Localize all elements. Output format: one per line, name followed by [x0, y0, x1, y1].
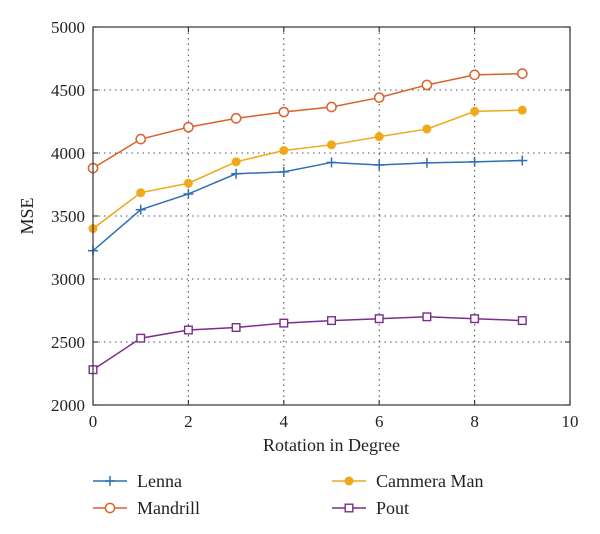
data-point-cammera-man [327, 140, 336, 150]
legend-label: Lenna [137, 471, 182, 491]
data-point-lenna [278, 166, 289, 177]
data-point-cammera-man [470, 106, 480, 116]
x-tick-label: 4 [280, 412, 289, 431]
data-point-pout [517, 316, 527, 326]
data-point-mandrill [516, 68, 528, 79]
legend-marker [104, 502, 116, 514]
data-point-mandrill [469, 69, 480, 81]
y-tick-label: 4500 [51, 81, 85, 100]
data-point-lenna [469, 156, 480, 167]
series-line-cammera-man [92, 109, 523, 230]
data-point-cammera-man [231, 157, 241, 167]
data-point-mandrill [373, 92, 385, 103]
legend-marker [344, 476, 354, 486]
x-tick-label: 6 [375, 412, 384, 431]
series-layer [87, 68, 528, 375]
legend-item-pout: Pout [332, 498, 409, 518]
data-point-mandrill [230, 113, 242, 124]
data-point-cammera-man [374, 132, 384, 142]
y-tick-label: 2000 [51, 396, 85, 415]
data-point-pout [374, 314, 384, 324]
legend-marker [344, 503, 354, 513]
legend: Lenna Mandrill Cammera Man Pout [93, 471, 483, 518]
series-cammera-man [88, 105, 527, 234]
y-tick-label: 5000 [51, 18, 85, 37]
x-axis-label: Rotation in Degree [263, 435, 400, 455]
legend-marker [105, 476, 115, 486]
data-point-pout [422, 312, 432, 322]
data-point-pout [183, 325, 193, 335]
legend-label: Cammera Man [376, 471, 483, 491]
data-point-lenna [135, 204, 146, 215]
grid [93, 27, 570, 405]
x-tick-label: 8 [470, 412, 479, 431]
data-point-mandrill [135, 133, 147, 145]
series-lenna [88, 155, 528, 256]
data-point-pout [327, 316, 337, 326]
data-point-lenna [517, 155, 528, 166]
x-tick-label: 2 [184, 412, 193, 431]
data-point-cammera-man [422, 124, 432, 134]
data-point-lenna [421, 157, 432, 168]
data-point-pout [136, 333, 146, 343]
data-point-lenna [231, 168, 242, 179]
data-point-mandrill [278, 106, 290, 118]
data-point-pout [470, 314, 480, 324]
series-pout [88, 312, 527, 375]
y-tick-label: 3000 [51, 270, 85, 289]
legend-item-cammera-man: Cammera Man [332, 471, 483, 491]
data-point-cammera-man [517, 105, 527, 115]
legend-item-lenna: Lenna [93, 471, 182, 491]
series-mandrill [87, 68, 528, 174]
data-point-lenna [374, 159, 385, 170]
data-point-lenna [183, 188, 194, 199]
series-line-pout [92, 316, 523, 371]
legend-label: Mandrill [137, 498, 200, 518]
y-tick-label: 4000 [51, 144, 85, 163]
y-tick-label: 3500 [51, 207, 85, 226]
y-tick-label: 2500 [51, 333, 85, 352]
data-point-mandrill [183, 121, 194, 133]
x-tick-label: 0 [89, 412, 98, 431]
legend-label: Pout [376, 498, 409, 518]
x-tick-label: 10 [562, 412, 579, 431]
ticks: 0 2 4 6 8 10 2000 2500 3000 3500 4000 4500 5000 [51, 18, 579, 431]
data-point-cammera-man [279, 145, 289, 155]
data-point-pout [231, 323, 241, 333]
data-point-mandrill [421, 79, 433, 91]
data-point-cammera-man [183, 178, 193, 188]
data-point-cammera-man [136, 188, 146, 198]
data-point-lenna [326, 157, 337, 168]
series-line-mandrill [92, 72, 523, 169]
legend-item-mandrill: Mandrill [93, 498, 200, 518]
data-point-pout [279, 318, 289, 328]
series-line-lenna [92, 159, 523, 252]
data-point-mandrill [326, 101, 337, 113]
y-axis-label: MSE [17, 197, 37, 234]
